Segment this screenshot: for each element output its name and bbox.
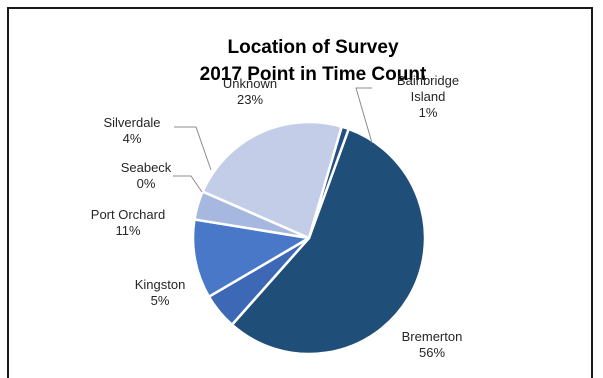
- data-label-value-kingston: 5%: [151, 293, 170, 308]
- data-label-category-port-orchard: Port Orchard: [91, 207, 165, 222]
- data-label-value-bremerton: 56%: [419, 345, 445, 360]
- chart-title: Location of Survey: [227, 37, 398, 58]
- leader-line-silverdale: [174, 126, 212, 171]
- data-label-category-kingston: Kingston: [135, 277, 186, 292]
- data-label-value-seabeck: 0%: [137, 176, 156, 191]
- leader-line-seabeck: [173, 175, 203, 193]
- data-label-category-bremerton: Bremerton: [402, 329, 463, 344]
- data-label-category-bainbridge-island: Bainbridge: [397, 73, 459, 88]
- chart-frame: [7, 7, 593, 378]
- data-label-category-unknown: Unknown: [223, 76, 277, 91]
- data-label-category-seabeck: Seabeck: [121, 160, 172, 175]
- pie-slice-bainbridge-island: [307, 125, 350, 240]
- pie-slice-port-orchard: [191, 218, 311, 298]
- data-label-category-silverdale: Silverdale: [103, 115, 160, 130]
- data-label-value-bainbridge-island: 1%: [419, 105, 438, 120]
- data-label-value-port-orchard: 11%: [115, 223, 140, 238]
- data-label-value-unknown: 23%: [237, 92, 263, 107]
- data-label-category-bainbridge-island: Island: [411, 89, 446, 104]
- data-label-value-silverdale: 4%: [123, 131, 142, 146]
- pie-slice-bremerton: [230, 127, 427, 356]
- leader-line-bainbridge-island: [355, 87, 373, 144]
- pie-slice-unknown: [201, 120, 343, 240]
- chart-subtitle: 2017 Point in Time Count: [200, 64, 427, 85]
